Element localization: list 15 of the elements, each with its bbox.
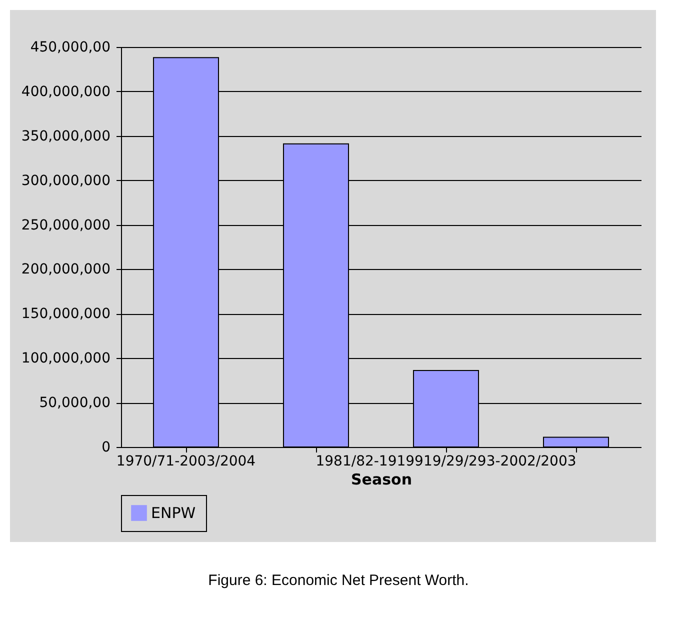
- y-tick-label: 0: [102, 440, 110, 456]
- y-tick-label: 200,000,000: [21, 262, 110, 278]
- y-tick-label: 250,000,000: [21, 217, 110, 234]
- y-tick-label: 400,000,000: [21, 84, 110, 100]
- y-tick-label: 350,000,000: [21, 128, 110, 144]
- y-tick-label: 100,000,000: [21, 350, 110, 367]
- x-axis-title: Season: [350, 470, 412, 488]
- y-tick-label: 50,000,00: [39, 395, 110, 412]
- x-tick-label: 1981/82-1919919/29/293-2002/2003: [316, 454, 576, 470]
- y-tick-label: 450,000,00: [30, 40, 110, 56]
- y-tick-label: 300,000,000: [21, 172, 110, 189]
- caption: Figure 6: Economic Net Present Worth.: [207, 572, 470, 589]
- y-tick-label: 150,000,000: [21, 306, 110, 322]
- x-tick-label: 1970/71-2003/2004: [116, 454, 256, 470]
- legend-label: ENPW: [151, 504, 196, 522]
